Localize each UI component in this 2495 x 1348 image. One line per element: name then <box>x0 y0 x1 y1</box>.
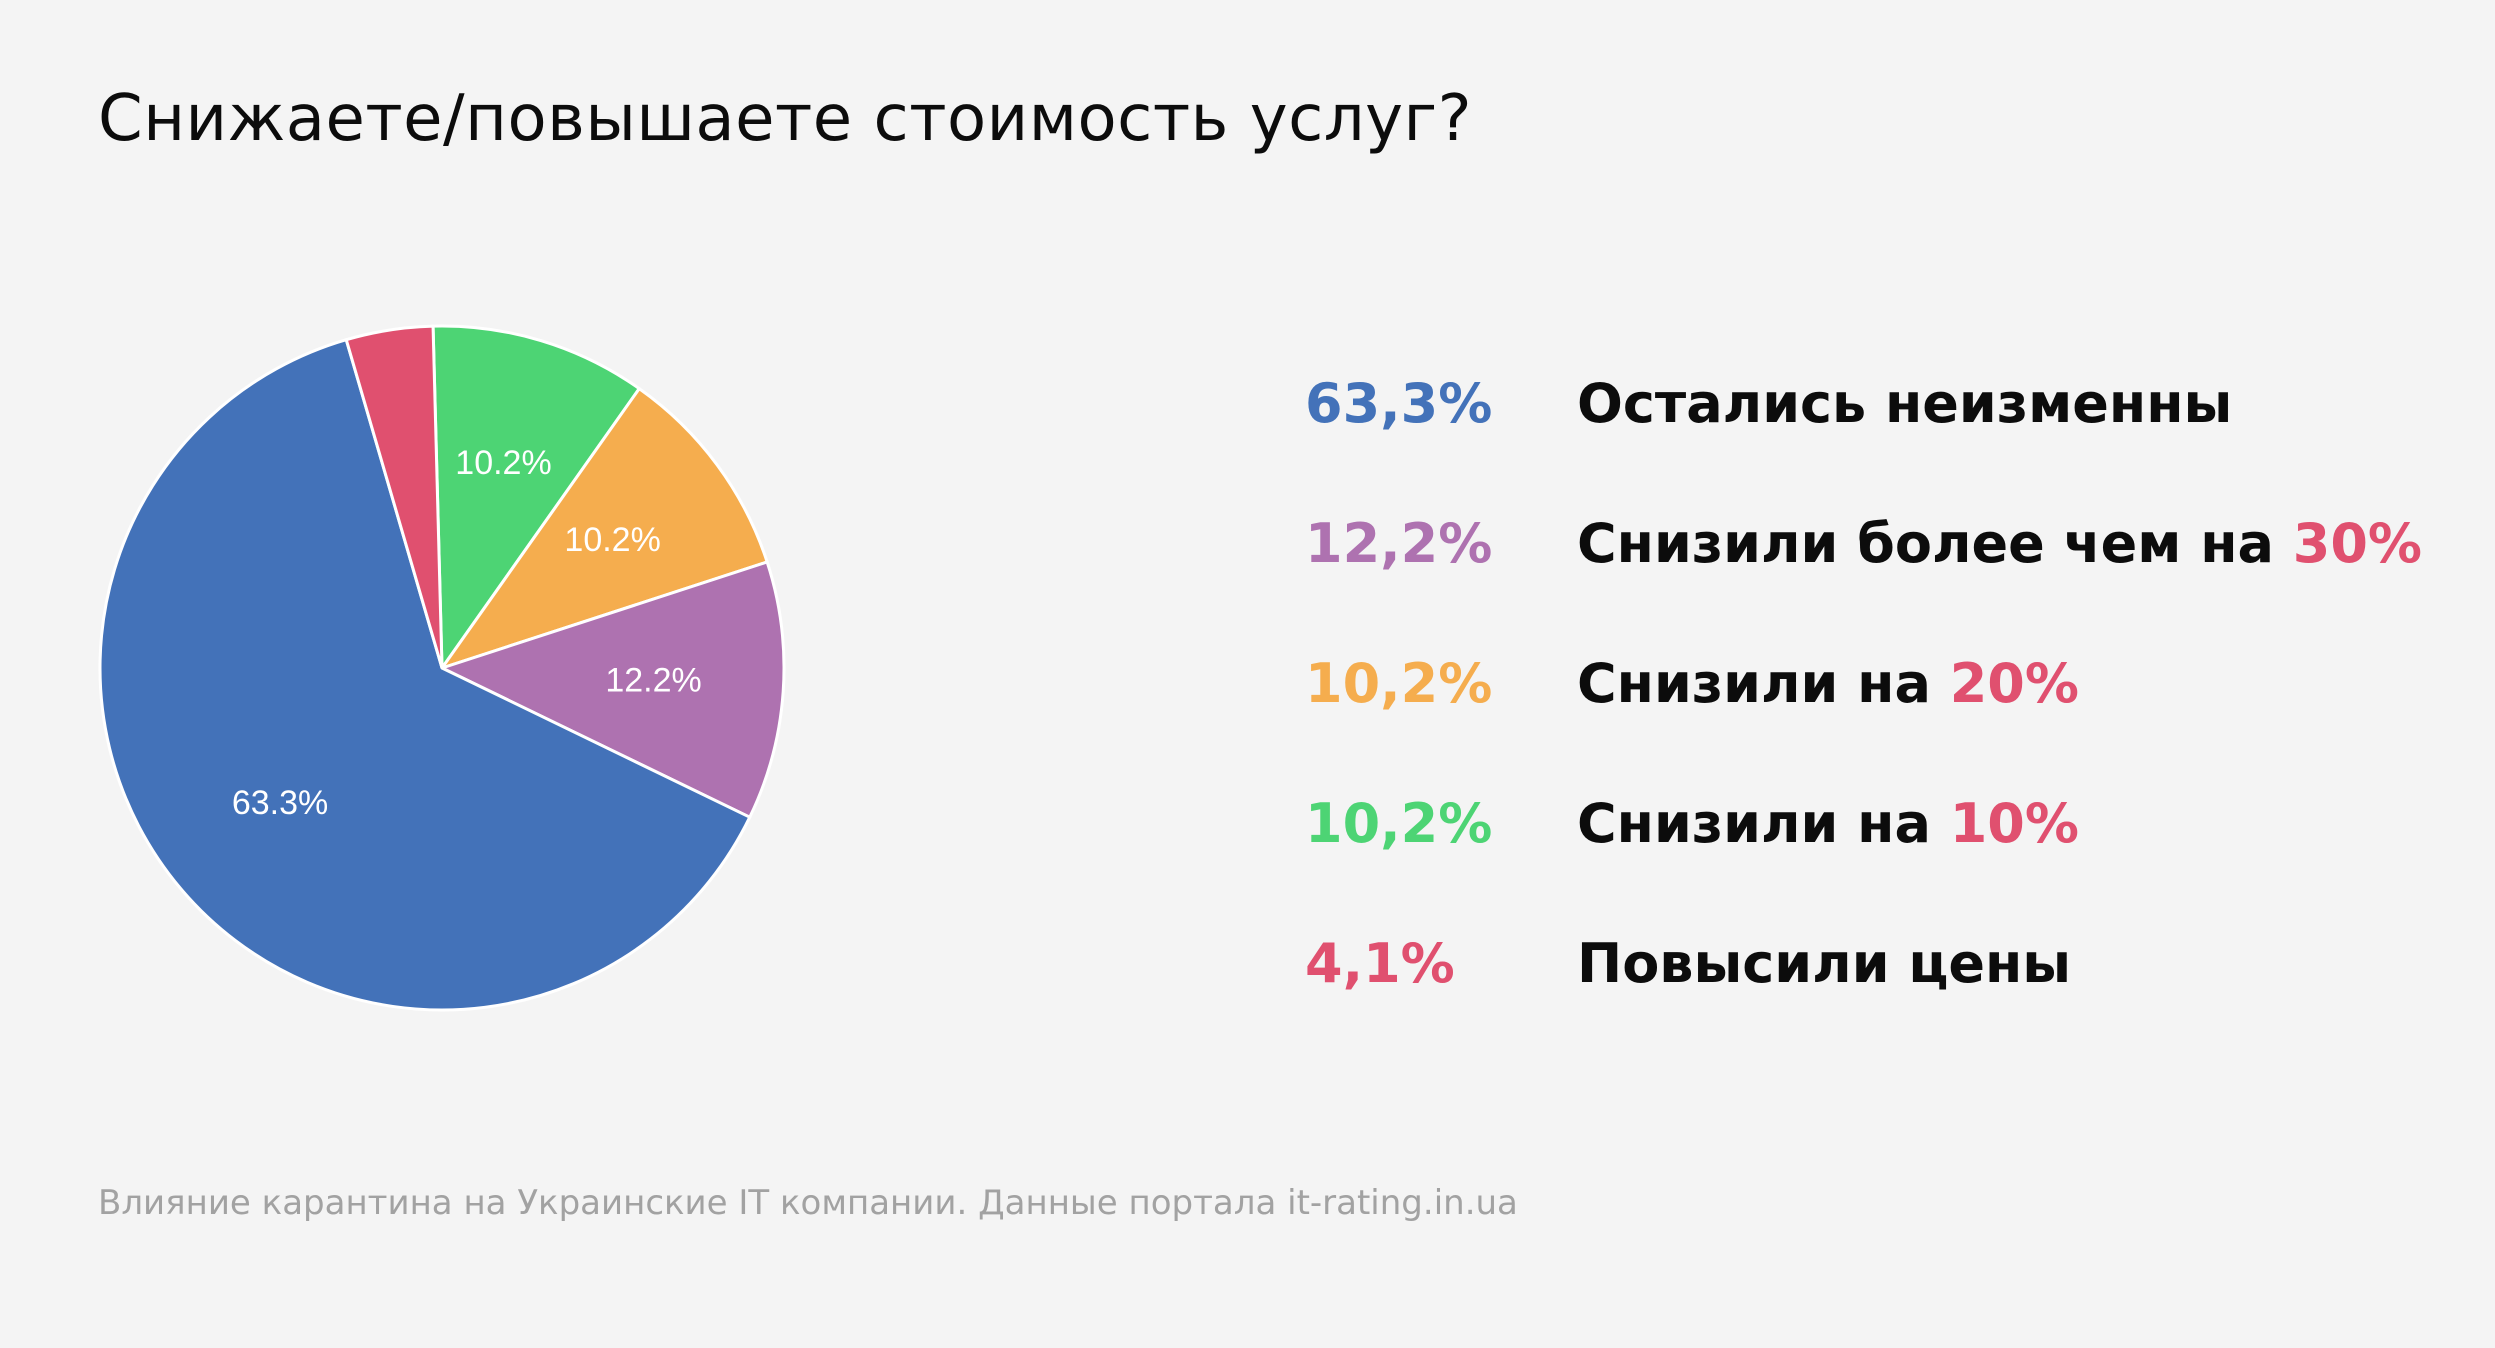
legend-label-text: Снизили на <box>1577 652 1950 715</box>
legend-label: Повысили цены <box>1577 932 2071 995</box>
legend-label: Снизили на 10% <box>1577 792 2079 855</box>
pie-slice <box>440 560 786 819</box>
pie-slice <box>440 387 769 670</box>
legend-label-text: Повысили цены <box>1577 932 2072 995</box>
pie-slice-label: 10.2% <box>564 521 660 559</box>
legend-label-highlight: 30% <box>2292 512 2423 575</box>
legend-label-text: Снизили более чем на <box>1577 512 2293 575</box>
pie-slice-label: 12.2% <box>605 661 701 699</box>
legend-label: Остались неизменны <box>1577 372 2232 435</box>
legend-label: Снизили более чем на 30% <box>1577 512 2422 575</box>
source-footnote: Влияние карантина на Украинские IT компа… <box>98 1183 1518 1223</box>
legend-percent: 12,2% <box>1305 512 1493 575</box>
pie-chart: 10.2% 10.2% 12.2% 63.3% <box>98 324 786 1012</box>
legend-label-highlight: 10% <box>1949 792 2079 855</box>
pie-slice <box>431 324 641 670</box>
legend-label: Снизили на 20% <box>1577 652 2079 715</box>
legend-label-highlight: 20% <box>1949 652 2079 715</box>
legend-percent: 10,2% <box>1305 792 1493 855</box>
legend-percent: 10,2% <box>1305 652 1493 715</box>
chart-title: Снижаете/повышаете стоимость услуг? <box>98 82 1473 156</box>
legend-label-text: Снизили на <box>1577 792 1950 855</box>
legend-percent: 4,1% <box>1305 932 1455 995</box>
pie-slice-label: 63.3% <box>232 784 328 822</box>
legend-label-text: Остались неизменны <box>1577 372 2233 435</box>
pie-slice <box>98 338 752 1012</box>
pie-slice-label: 10.2% <box>455 444 551 482</box>
legend-percent: 63,3% <box>1305 372 1493 435</box>
pie-slice <box>344 324 444 670</box>
